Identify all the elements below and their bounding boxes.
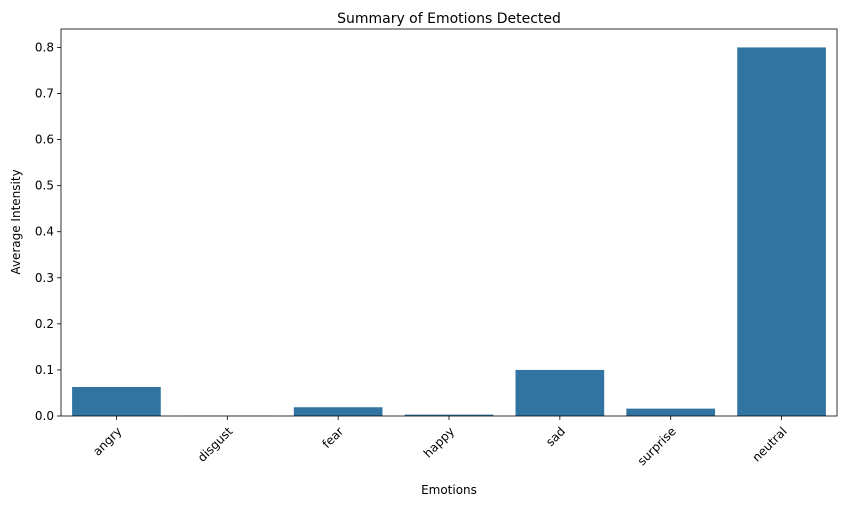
y-tick-label-3: 0.3 bbox=[35, 271, 54, 285]
y-tick-label-5: 0.5 bbox=[35, 179, 54, 193]
bars-group bbox=[72, 47, 826, 417]
y-tick-label-4: 0.4 bbox=[35, 225, 54, 239]
y-axis: 0.0 0.1 0.2 0.3 0.4 0.5 0.6 0.7 0.8 bbox=[35, 40, 61, 423]
y-axis-label: Average Intensity bbox=[9, 169, 23, 274]
y-tick-label-7: 0.7 bbox=[35, 87, 54, 101]
bar-fear bbox=[293, 407, 383, 416]
x-axis-label: Emotions bbox=[421, 483, 477, 497]
x-tick-label-disgust: disgust bbox=[195, 424, 236, 465]
y-tick-label-0: 0.0 bbox=[35, 409, 54, 423]
bar-surprise bbox=[626, 408, 716, 416]
plot-frame bbox=[60, 28, 838, 417]
y-tick-label-6: 0.6 bbox=[35, 133, 54, 147]
y-tick-label-2: 0.2 bbox=[35, 317, 54, 331]
bar-sad bbox=[515, 369, 605, 416]
y-tick-label-8: 0.8 bbox=[35, 40, 54, 54]
x-tick-label-neutral: neutral bbox=[749, 424, 789, 464]
x-axis: angry disgust fear happy sad surprise neutral bbox=[90, 416, 790, 468]
x-tick-label-fear: fear bbox=[319, 424, 346, 451]
bar-angry bbox=[72, 386, 161, 416]
chart-title: Summary of Emotions Detected bbox=[337, 11, 561, 27]
bar-happy bbox=[404, 414, 494, 416]
y-tick-label-1: 0.1 bbox=[35, 363, 54, 377]
x-tick-label-angry: angry bbox=[90, 424, 124, 458]
x-tick-label-happy: happy bbox=[421, 424, 457, 460]
x-tick-label-sad: sad bbox=[543, 424, 568, 449]
x-tick-label-surprise: surprise bbox=[635, 424, 679, 468]
bar-neutral bbox=[737, 47, 826, 417]
